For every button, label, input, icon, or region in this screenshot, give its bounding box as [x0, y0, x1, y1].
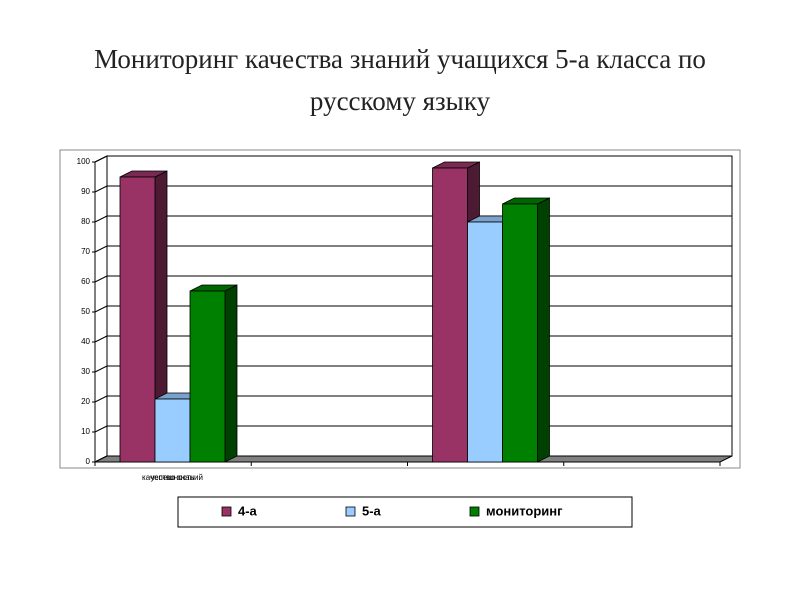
grid-line-side	[94, 425, 108, 433]
x-tick-label: качество знаний	[142, 473, 203, 482]
chart-title: Мониторинг качества знаний учащихся 5-а …	[94, 44, 706, 116]
y-tick-label: 80	[81, 217, 90, 226]
y-tick-label: 40	[81, 337, 90, 346]
bar	[502, 203, 538, 463]
grid-line-side	[94, 215, 108, 223]
y-tick-label: 50	[81, 307, 90, 316]
y-tick-label: 10	[81, 427, 90, 436]
legend-swatch	[469, 506, 480, 517]
bar-side	[224, 284, 238, 463]
legend-swatch	[345, 506, 356, 517]
x-tick-label: успешность	[151, 473, 195, 482]
y-tick-label: 60	[81, 277, 90, 286]
grid-line-side	[94, 305, 108, 313]
legend-swatch	[221, 506, 232, 517]
bar	[189, 290, 226, 463]
legend-label: мониторинг	[486, 503, 563, 518]
bar	[432, 167, 468, 463]
y-tick-label: 90	[81, 187, 90, 196]
legend-label: 4-а	[238, 503, 258, 518]
grid-line-side	[94, 365, 108, 373]
grid-line-side	[94, 335, 108, 343]
y-tick-label: 70	[81, 247, 90, 256]
y-tick-label: 30	[81, 367, 90, 376]
y-tick-label: 0	[86, 457, 91, 466]
grid-line-side	[94, 395, 108, 403]
bar	[467, 221, 503, 463]
legend-label: 5-а	[362, 503, 382, 518]
grid-line-side	[94, 245, 108, 253]
plot-frame	[59, 149, 741, 469]
bar	[154, 398, 191, 463]
bar-side	[537, 197, 550, 463]
grid-line-side	[94, 185, 108, 193]
y-tick-label: 100	[77, 157, 91, 166]
grid-line-side	[94, 155, 108, 163]
bar	[119, 176, 156, 463]
y-tick-label: 20	[81, 397, 90, 406]
grid-line-side	[94, 275, 108, 283]
legend-box	[177, 496, 633, 528]
